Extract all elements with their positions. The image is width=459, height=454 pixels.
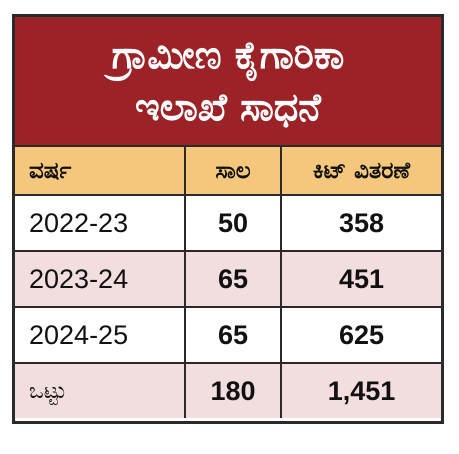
row-year: 2022-23	[15, 194, 186, 252]
total-label: ಒಟ್ಟು	[15, 362, 186, 418]
row-loan: 65	[184, 250, 282, 308]
table-title: ಗ್ರಾಮೀಣ ಕೈಗಾರಿಕಾ ಇಲಾಖೆ ಸಾಧನೆ	[15, 17, 441, 147]
table-row: 2023-24 65 451	[15, 250, 441, 308]
row-kits: 358	[280, 194, 441, 252]
row-year: 2024-25	[15, 306, 186, 364]
table-row: 2022-23 50 358	[15, 194, 441, 252]
row-kits: 451	[280, 250, 441, 308]
total-loan: 180	[184, 362, 282, 418]
row-kits: 625	[280, 306, 441, 364]
table-row: 2024-25 65 625	[15, 306, 441, 364]
row-loan: 65	[184, 306, 282, 364]
header-year: ವರ್ಷ	[15, 147, 186, 196]
row-loan: 50	[184, 194, 282, 252]
row-year: 2023-24	[15, 250, 186, 308]
total-row: ಒಟ್ಟು 180 1,451	[15, 362, 441, 418]
total-kits: 1,451	[280, 362, 441, 418]
title-line-2: ಇಲಾಖೆ ಸಾಧನೆ	[135, 85, 321, 129]
title-line-1: ಗ್ರಾಮೀಣ ಕೈಗಾರಿಕಾ	[111, 33, 345, 77]
summary-card: ಗ್ರಾಮೀಣ ಕೈಗಾರಿಕಾ ಇಲಾಖೆ ಸಾಧನೆ ವರ್ಷ ಸಾಲ ಕಿ…	[12, 14, 444, 424]
header-row: ವರ್ಷ ಸಾಲ ಕಿಟ್ ವಿತರಣೆ	[15, 147, 441, 196]
header-loan: ಸಾಲ	[184, 147, 282, 196]
data-table: ವರ್ಷ ಸಾಲ ಕಿಟ್ ವಿತರಣೆ 2022-23 50 358 2023…	[15, 147, 441, 418]
header-kit-distribution: ಕಿಟ್ ವಿತರಣೆ	[280, 147, 441, 196]
